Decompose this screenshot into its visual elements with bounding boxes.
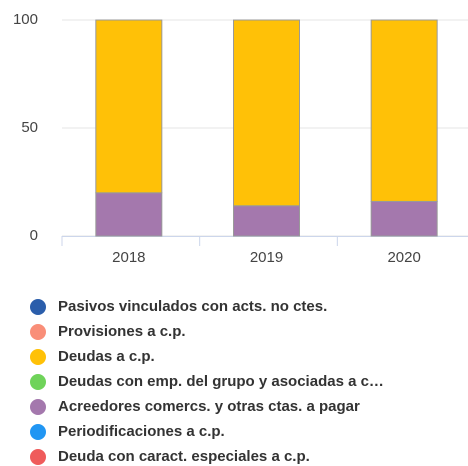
legend-marker <box>30 299 46 315</box>
legend-label: Provisiones a c.p. <box>58 323 186 340</box>
y-tick-label: 0 <box>30 227 38 244</box>
bar-segment <box>233 19 300 207</box>
legend-marker <box>30 324 46 340</box>
legend-label: Pasivos vinculados con acts. no ctes. <box>58 298 327 315</box>
bar-segment <box>370 200 438 237</box>
legend-marker <box>30 449 46 465</box>
bar-segment <box>370 19 438 202</box>
x-tick-label: 2020 <box>387 249 420 266</box>
bar-segment <box>95 19 163 194</box>
legend-label: Periodificaciones a c.p. <box>58 423 225 440</box>
y-tick-label: 50 <box>21 119 38 136</box>
legend-marker <box>30 399 46 415</box>
bar-segment <box>233 205 300 237</box>
legend-label: Deuda con caract. especiales a c.p. <box>58 448 310 465</box>
y-tick-label: 100 <box>13 11 38 28</box>
x-tick-label: 2019 <box>250 249 283 266</box>
x-tick-label: 2018 <box>112 249 145 266</box>
legend-label: Deudas a c.p. <box>58 348 155 365</box>
legend-marker <box>30 349 46 365</box>
legend-marker <box>30 374 46 390</box>
legend-marker <box>30 424 46 440</box>
legend-label: Acreedores comercs. y otras ctas. a paga… <box>58 398 360 415</box>
legend-label: Deudas con emp. del grupo y asociadas a … <box>58 373 384 390</box>
bar-segment <box>95 192 163 237</box>
